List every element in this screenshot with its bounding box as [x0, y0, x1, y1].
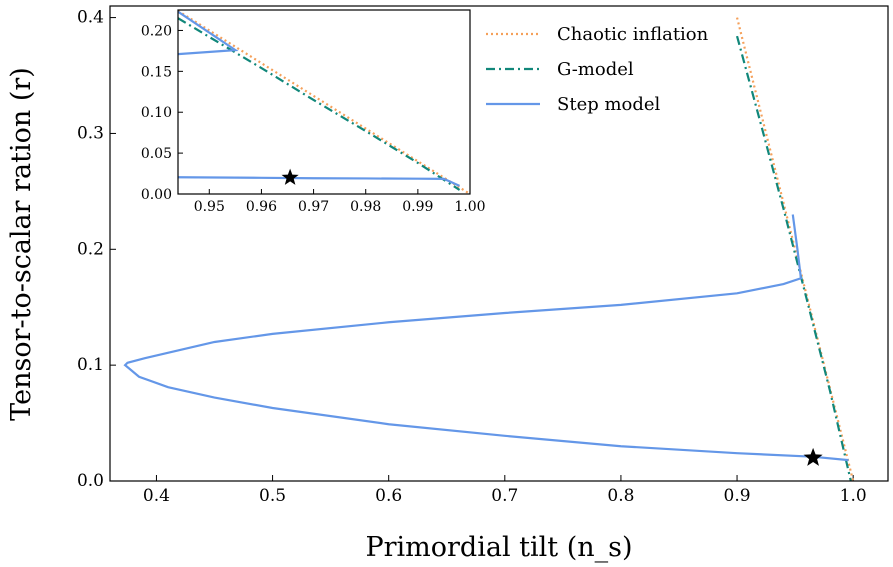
y-axis-label: Tensor-to-scalar ration (r) — [6, 67, 37, 421]
main-axes: 0.4 0.5 0.6 0.7 0.8 0.9 1.0 0.0 0.1 0.2 0.3 0.4 — [77, 5, 889, 506]
inset-ticks: 0.95 0.96 0.97 0.98 0.99 1.00 0.00 0.05 0.10 0.15… — [141, 23, 486, 215]
y-tick-label: 0.1 — [77, 355, 104, 375]
y-tick-label: 0.00 — [141, 187, 172, 203]
x-tick-label: 0.7 — [491, 486, 518, 506]
star-marker — [281, 168, 299, 185]
series-line-g-model — [735, 35, 852, 481]
inset-background — [178, 10, 470, 194]
x-tick-label: 0.98 — [350, 199, 381, 215]
x-tick-label: 1.00 — [454, 199, 485, 215]
x-tick-label: 0.9 — [724, 486, 751, 506]
x-tick-label: 0.4 — [143, 486, 170, 506]
series-line-step-model — [123, 214, 849, 462]
y-tick-label: 0.10 — [141, 105, 172, 121]
x-tick-label: 0.5 — [259, 486, 286, 506]
x-tick-label: 1.0 — [840, 486, 867, 506]
x-tick-label: 0.8 — [607, 486, 634, 506]
inset-plot-area — [178, 10, 470, 194]
x-tick-label: 0.6 — [375, 486, 402, 506]
inset-plot-frame — [177, 9, 471, 195]
legend-label: Chaotic inflation — [557, 24, 709, 45]
x-tick-label: 0.97 — [298, 199, 329, 215]
y-tick-label: 0.05 — [141, 146, 172, 162]
y-tick-label: 0.0 — [77, 471, 104, 491]
x-tick-label: 0.95 — [194, 199, 225, 215]
y-tick-label: 0.3 — [77, 123, 104, 143]
series-line-step-model — [178, 10, 239, 56]
inset-axes: 0.95 0.96 0.97 0.98 0.99 1.00 0.00 0.05 0.10 0.15… — [141, 9, 486, 215]
legend-label: G-model — [557, 59, 634, 80]
series-line-step-model-lower — [178, 176, 461, 187]
star-marker — [803, 447, 823, 466]
legend-label: Step model — [557, 94, 661, 115]
y-tick-label: 0.15 — [141, 64, 172, 80]
y-tick-label: 0.20 — [141, 23, 172, 39]
x-tick-label: 0.96 — [246, 199, 277, 215]
x-axis-label: Primordial tilt (n_s) — [365, 532, 632, 563]
y-tick-label: 0.4 — [77, 8, 104, 28]
series-line-chaotic-inflation — [178, 10, 470, 194]
series-line-g-model — [178, 17, 461, 191]
main-ticks: 0.4 0.5 0.6 0.7 0.8 0.9 1.0 0.0 0.1 0.2 0.3 0.4 — [77, 8, 867, 506]
legend: Chaotic inflation G-model Step model — [486, 24, 709, 115]
main-plot-frame — [109, 5, 889, 482]
y-tick-label: 0.2 — [77, 239, 104, 259]
x-tick-label: 0.99 — [402, 199, 433, 215]
main-plot-area — [123, 17, 855, 481]
